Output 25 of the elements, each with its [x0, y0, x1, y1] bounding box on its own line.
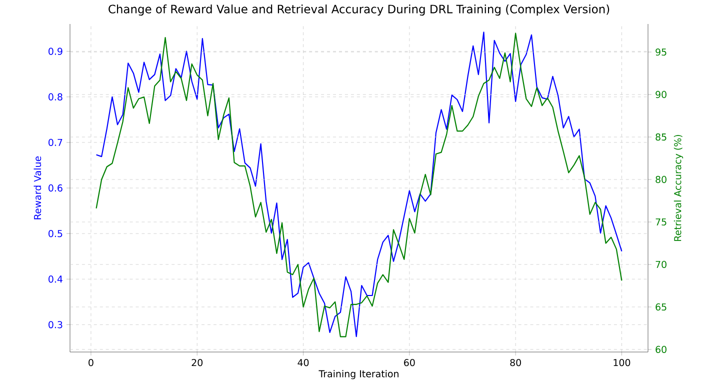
x-tick-label: 100 — [614, 359, 630, 366]
y-tick-label: 0.6 — [48, 184, 62, 192]
y-tick-label: 0.4 — [48, 276, 62, 283]
x-tick-label: 60 — [404, 359, 415, 366]
y-tick-label: 0.5 — [48, 230, 62, 238]
y2-tick-label: 80 — [656, 176, 666, 184]
y-axis-title: Reward Value — [34, 156, 42, 220]
y-tick-label: 0.3 — [48, 321, 62, 328]
y-tick-label: 0.7 — [48, 138, 62, 146]
x-tick-label: 0 — [88, 359, 94, 366]
y-tick-label: 0.9 — [48, 48, 62, 55]
y-tick-label: 0.8 — [48, 93, 62, 100]
y2-tick-label: 85 — [656, 133, 666, 141]
x-tick-label: 40 — [298, 359, 309, 366]
x-tick-label: 80 — [510, 359, 521, 366]
chart-title: Change of Reward Value and Retrieval Accuracy During DRL Training (Complex Version) — [108, 4, 610, 16]
x-tick-label: 20 — [192, 359, 203, 366]
y2-axis-title: Retrieval Accuracy (%) — [674, 134, 684, 241]
y2-tick-label: 65 — [656, 303, 666, 311]
y2-tick-label: 60 — [656, 346, 666, 354]
y2-tick-label: 95 — [656, 48, 666, 56]
y2-tick-label: 70 — [656, 260, 666, 268]
x-axis-title: Training Iteration — [318, 370, 398, 380]
y2-tick-label: 75 — [656, 218, 666, 226]
y2-tick-label: 90 — [656, 90, 666, 98]
